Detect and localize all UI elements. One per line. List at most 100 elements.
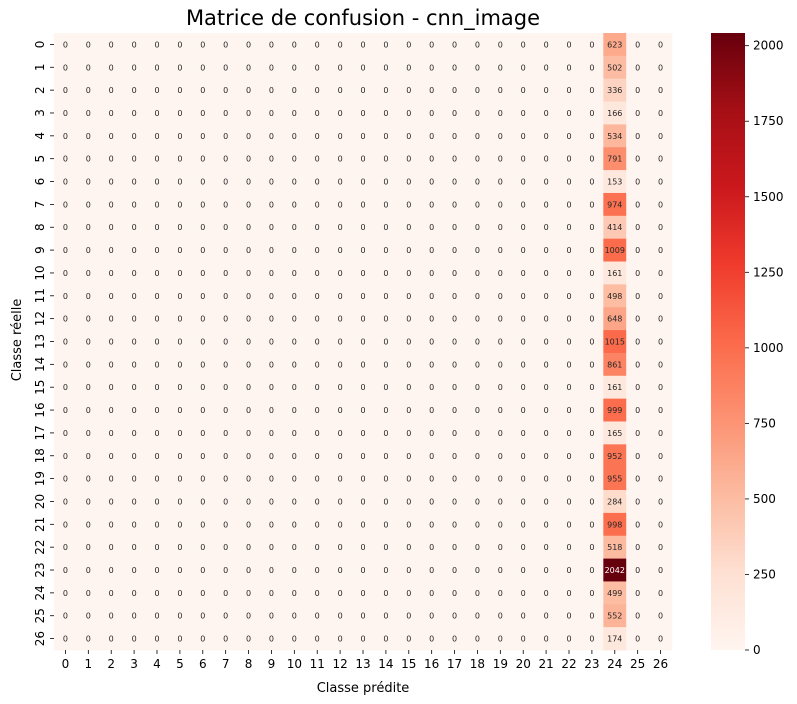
heatmap-cell (237, 535, 261, 559)
heatmap-cell (580, 101, 604, 125)
heatmap-cell (145, 238, 169, 262)
heatmap-cell (466, 124, 490, 148)
heatmap-cell (54, 33, 78, 57)
cell-value-label: 0 (475, 132, 480, 141)
cell-value-label: 0 (544, 612, 549, 621)
cell-value-label: 0 (406, 429, 411, 438)
heatmap-cell (168, 215, 192, 240)
cell-value-label: 0 (521, 383, 526, 392)
heatmap-cell (534, 444, 558, 468)
cell-value-label: 0 (269, 109, 274, 118)
heatmap-cell (626, 147, 650, 171)
heatmap-cell (626, 535, 650, 559)
heatmap-cell (351, 124, 375, 148)
heatmap-cell (397, 444, 421, 468)
cell-value-label: 0 (635, 520, 640, 529)
heatmap-cell (54, 604, 78, 628)
colorbar-tick-label: 1250 (753, 265, 784, 279)
heatmap-cell (466, 535, 490, 559)
cell-value-label: 0 (452, 155, 457, 164)
cell-value-label: 0 (406, 63, 411, 72)
heatmap-cell (420, 33, 444, 57)
cell-value-label: 0 (109, 269, 114, 278)
heatmap-cell (54, 330, 78, 354)
cell-value-label: 0 (566, 429, 571, 438)
x-tick-label: 3 (130, 657, 138, 671)
cell-value-label: 498 (607, 292, 622, 301)
cell-value-label: 0 (292, 40, 297, 49)
heatmap-cell (122, 238, 146, 262)
cell-value-label: 0 (498, 63, 503, 72)
x-axis-ticks: 0 1 2 3 4 5 6 7 8 9 10 11 12 13 14 15 16 17 18 19 20 21 22 23 24… (62, 650, 668, 671)
heatmap-cell (260, 398, 284, 422)
heatmap-cell (557, 444, 581, 468)
heatmap-cell (488, 421, 513, 445)
heatmap-cell (397, 124, 421, 148)
cell-value-label: 0 (338, 338, 343, 347)
heatmap-cell (305, 467, 330, 491)
y-tick-label: 4 (33, 132, 47, 140)
cell-value-label: 0 (544, 475, 549, 484)
cell-value-label: 0 (521, 589, 526, 598)
cell-value-label: 0 (86, 178, 91, 187)
x-tick-label: 8 (245, 657, 253, 671)
heatmap-cell (260, 604, 284, 628)
heatmap-cell (466, 467, 490, 491)
heatmap-cell (191, 261, 215, 285)
heatmap-cell (237, 375, 261, 400)
heatmap-cell (328, 467, 352, 491)
cell-value-label: 0 (246, 452, 251, 461)
cell-value-label: 0 (544, 589, 549, 598)
cell-value-label: 0 (658, 406, 663, 415)
cell-value-label: 0 (429, 520, 434, 529)
cell-value-label: 0 (658, 40, 663, 49)
cell-value-label: 791 (607, 155, 622, 164)
cell-value-label: 0 (200, 315, 205, 324)
heatmap-cell (534, 581, 558, 605)
heatmap-cell (168, 33, 192, 57)
cell-value-label: 0 (154, 269, 159, 278)
heatmap-cell (99, 604, 124, 628)
heatmap-cell (305, 421, 330, 445)
cell-value-label: 0 (292, 520, 297, 529)
heatmap-cell (122, 124, 146, 148)
heatmap-cell (557, 192, 581, 217)
cell-value-label: 0 (269, 566, 274, 575)
heatmap-cell (351, 55, 375, 80)
heatmap-cell (603, 33, 627, 57)
heatmap-cell (237, 398, 261, 422)
cell-value-label: 0 (292, 452, 297, 461)
heatmap-cell (374, 101, 398, 125)
cell-value-label: 0 (200, 475, 205, 484)
heatmap-cell (54, 421, 78, 445)
cell-value-label: 0 (475, 589, 480, 598)
heatmap-cell (76, 261, 101, 285)
cell-value-label: 414 (607, 223, 622, 232)
cell-value-label: 0 (589, 86, 594, 95)
cell-value-label: 0 (498, 246, 503, 255)
heatmap-cell (328, 604, 352, 628)
cell-value-label: 0 (154, 635, 159, 644)
heatmap-cell (511, 490, 536, 514)
y-tick-label: 2 (33, 86, 47, 94)
heatmap-cell (397, 215, 421, 240)
cell-value-label: 0 (177, 635, 182, 644)
cell-value-label: 0 (86, 589, 91, 598)
cell-value-label: 0 (452, 292, 457, 301)
cell-value-label: 0 (177, 497, 182, 506)
cell-value-label: 0 (154, 520, 159, 529)
cell-value-label: 0 (544, 497, 549, 506)
cell-value-label: 0 (429, 132, 434, 141)
cell-value-label: 0 (589, 200, 594, 209)
heatmap-cell (511, 238, 536, 262)
cell-value-label: 0 (521, 269, 526, 278)
heatmap-cell (351, 581, 375, 605)
cell-value-label: 0 (338, 109, 343, 118)
heatmap-cell (99, 124, 124, 148)
heatmap-cell (443, 398, 467, 422)
heatmap-cell (76, 284, 101, 308)
heatmap-cell (282, 490, 307, 514)
heatmap-cell (351, 192, 375, 217)
heatmap-cell (260, 78, 284, 102)
